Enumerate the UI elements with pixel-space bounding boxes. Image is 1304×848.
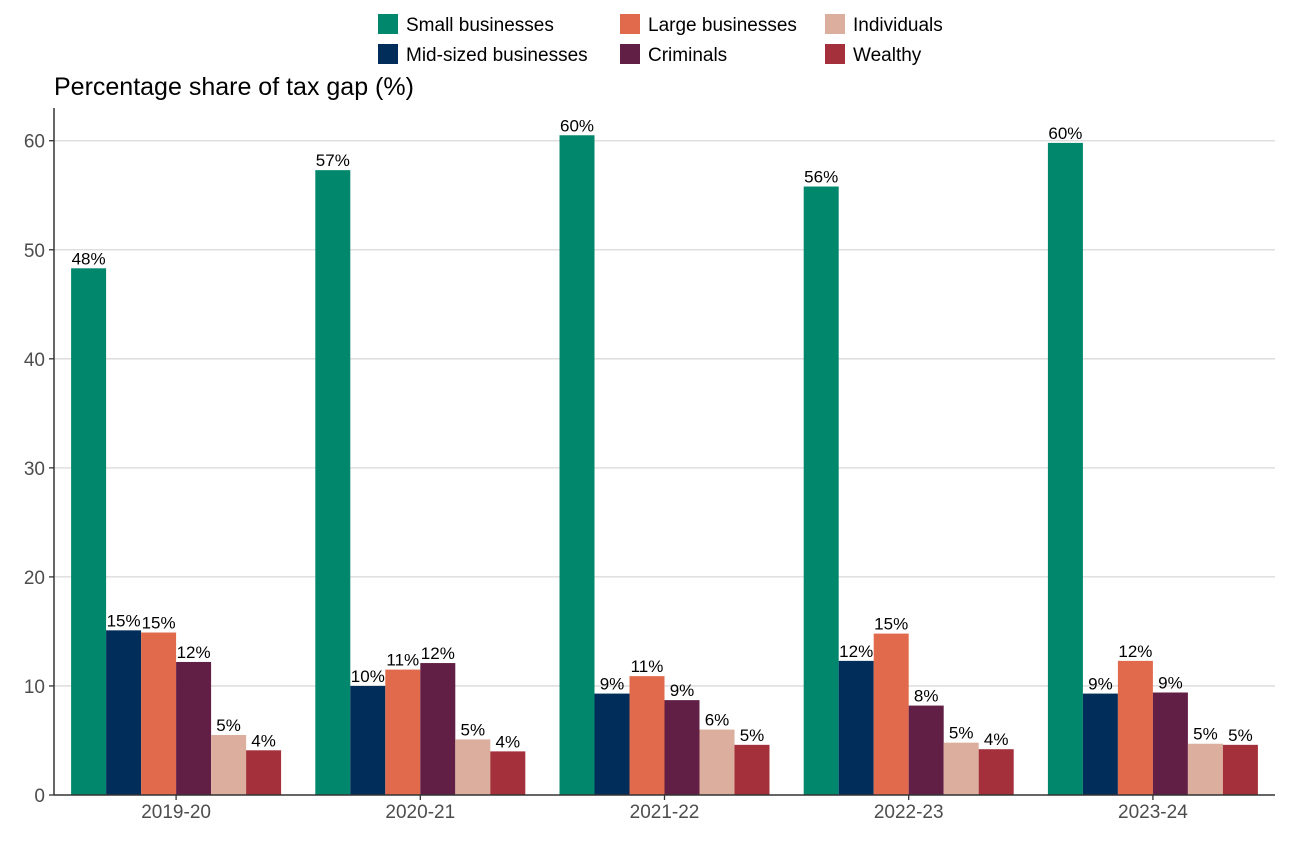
bar: [559, 135, 595, 795]
bar: [385, 669, 421, 795]
legend-label: Small businesses: [406, 15, 554, 36]
bar: [1152, 692, 1188, 795]
data-label: 4%: [984, 730, 1009, 749]
bar: [1187, 743, 1223, 795]
bar: [1082, 693, 1118, 795]
data-label: 57%: [316, 151, 350, 170]
bar: [71, 268, 107, 795]
data-label: 5%: [740, 726, 765, 745]
bar: [1047, 142, 1083, 795]
data-label: 8%: [914, 687, 939, 706]
y-tick-label: 40: [24, 350, 45, 371]
data-label: 11%: [631, 657, 664, 676]
bar: [420, 663, 456, 795]
bar: [908, 705, 944, 795]
bar: [106, 630, 142, 795]
data-label: 9%: [1158, 673, 1183, 692]
x-tick-label: 2022-23: [874, 802, 944, 823]
bar: [699, 729, 735, 795]
bar: [978, 749, 1014, 795]
legend-swatch: [620, 14, 640, 34]
legend-label: Criminals: [648, 45, 727, 66]
data-label: 12%: [177, 643, 211, 662]
legend-label: Mid-sized businesses: [406, 45, 588, 66]
data-label: 15%: [107, 611, 141, 630]
legend-swatch: [825, 44, 845, 64]
y-tick-label: 60: [24, 132, 45, 153]
data-label: 5%: [1193, 725, 1218, 744]
x-tick-label: 2021-22: [630, 802, 700, 823]
legend-swatch: [825, 14, 845, 34]
x-tick-label: 2019-20: [141, 802, 211, 823]
data-label: 12%: [1118, 642, 1152, 661]
data-label: 60%: [1048, 124, 1082, 143]
data-label: 6%: [705, 711, 730, 730]
bar: [629, 676, 665, 795]
data-label: 9%: [1088, 675, 1113, 694]
legend-swatch: [378, 14, 398, 34]
axes: 0 10 20 30 40 50 60 2019-20 2020-21 2021-22 2022-2…: [24, 108, 1275, 823]
data-label: 60%: [560, 116, 594, 135]
data-label: 12%: [421, 644, 455, 663]
y-tick-label: 30: [24, 459, 45, 480]
data-labels: 48%15% 15%12%5%4%57%10%11% 12%5%4%60%9%11%…: [72, 116, 1253, 751]
data-label: 10%: [351, 667, 385, 686]
bar: [838, 660, 874, 795]
legend-label: Wealthy: [853, 45, 922, 66]
data-label: 48%: [72, 249, 106, 268]
x-tick-label: 2023-24: [1118, 802, 1188, 823]
bar: [350, 685, 386, 795]
y-tick-label: 0: [34, 786, 45, 807]
x-tick-label: 2020-21: [385, 802, 455, 823]
data-label: 9%: [600, 675, 625, 694]
data-label: 56%: [804, 168, 838, 187]
data-label: 5%: [461, 720, 486, 739]
data-label: 5%: [1228, 726, 1253, 745]
legend-swatch: [378, 44, 398, 64]
data-label: 5%: [216, 716, 241, 735]
data-label: 9%: [670, 681, 695, 700]
data-label: 4%: [496, 732, 521, 751]
data-label: 4%: [251, 731, 276, 750]
data-label: 11%: [386, 651, 419, 670]
data-label: 15%: [142, 614, 176, 633]
gridlines: [54, 140, 1275, 687]
legend-swatch: [620, 44, 640, 64]
y-tick-label: 10: [24, 677, 45, 698]
bar: [734, 744, 770, 795]
bar: [594, 693, 630, 795]
data-label: 12%: [839, 642, 873, 661]
bar: [1117, 660, 1153, 795]
bar: [176, 661, 212, 795]
legend: Small businesses Mid-sized businesses Larg…: [378, 14, 943, 66]
bar: [246, 750, 282, 795]
bar: [490, 751, 526, 795]
bar: [455, 739, 491, 795]
y-tick-label: 50: [24, 241, 45, 262]
data-label: 15%: [874, 615, 908, 634]
data-label: 5%: [949, 724, 974, 743]
legend-label: Large businesses: [648, 15, 797, 36]
bar: [315, 170, 351, 795]
legend-label: Individuals: [853, 15, 943, 36]
bar: [664, 700, 700, 795]
bar: [1222, 744, 1258, 795]
bar: [803, 186, 839, 795]
bar: [141, 632, 177, 795]
bar: [943, 742, 979, 795]
bar: [873, 633, 909, 795]
y-tick-label: 20: [24, 568, 45, 589]
bars: [71, 135, 1258, 795]
bar: [211, 735, 247, 795]
chart-title: Percentage share of tax gap (%): [54, 73, 414, 101]
